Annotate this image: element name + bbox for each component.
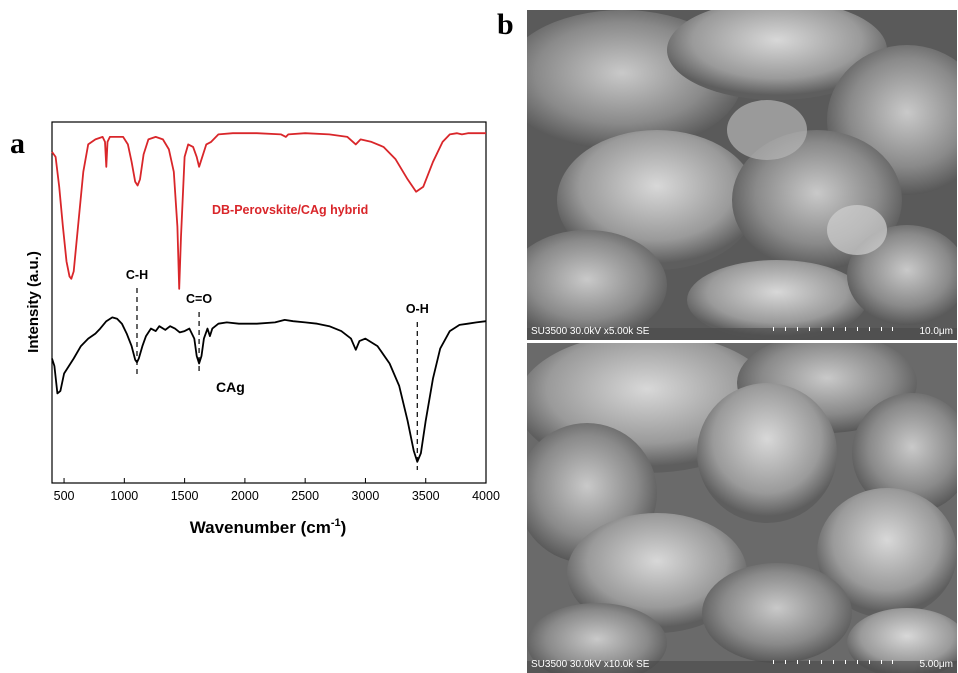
panel-b-label: b	[497, 8, 514, 41]
series-line-cag	[51, 316, 487, 463]
x-tick-label-1500: 1500	[171, 489, 199, 503]
x-tick-label-2000: 2000	[231, 489, 259, 503]
annotation-label-o-h: O-H	[406, 302, 429, 316]
x-axis: 500 1000 1500 2000 2500 3000 3500 4000	[54, 478, 500, 503]
annotation-label-ceqo: C=O	[186, 292, 212, 306]
sem-texture-bottom	[527, 343, 957, 673]
x-tick-label-3000: 3000	[352, 489, 380, 503]
x-tick-label-500: 500	[54, 489, 75, 503]
annotation-label-c-h: C-H	[126, 268, 148, 282]
sem-info-top: SU3500 30.0kV x5.00k SE	[531, 326, 650, 337]
scale-bar-bottom	[773, 658, 893, 664]
sem-image-top: SU3500 30.0kV x5.00k SE 10.0μm	[527, 10, 957, 340]
x-axis-label-end: )	[341, 518, 347, 537]
series-line-hybrid	[51, 132, 486, 290]
x-tick-label-1000: 1000	[110, 489, 138, 503]
sem-info-bottom: SU3500 30.0kV x10.0k SE	[531, 659, 650, 670]
sem-scale-label-bottom: 5.00μm	[919, 659, 953, 670]
series-label-cag: CAg	[216, 379, 245, 395]
annotation-layer: C-H C=O O-H	[126, 268, 429, 470]
panel-a-label: a	[10, 127, 25, 160]
sem-image-bottom: SU3500 30.0kV x10.0k SE 5.00μm	[527, 343, 957, 673]
x-tick-label-3500: 3500	[412, 489, 440, 503]
x-axis-label: Wavenumber (cm-1)	[190, 517, 347, 537]
sem-scale-label-top: 10.0μm	[919, 326, 953, 337]
series-layer	[51, 132, 487, 463]
x-tick-label-4000: 4000	[472, 489, 500, 503]
x-axis-label-sup: -1	[331, 517, 341, 529]
plot-frame	[51, 121, 487, 484]
x-axis-label-main: Wavenumber (cm	[190, 518, 331, 537]
ftir-chart: 500 1000 1500 2000 2500 3000 3500 4000 C-H C=O O-…	[25, 121, 500, 537]
sem-texture-top	[527, 10, 957, 340]
x-tick-label-2500: 2500	[291, 489, 319, 503]
series-label-hybrid: DB-Perovskite/CAg hybrid	[212, 203, 368, 217]
scale-bar-top	[773, 325, 893, 331]
y-axis-label: Intensity (a.u.)	[25, 251, 42, 353]
